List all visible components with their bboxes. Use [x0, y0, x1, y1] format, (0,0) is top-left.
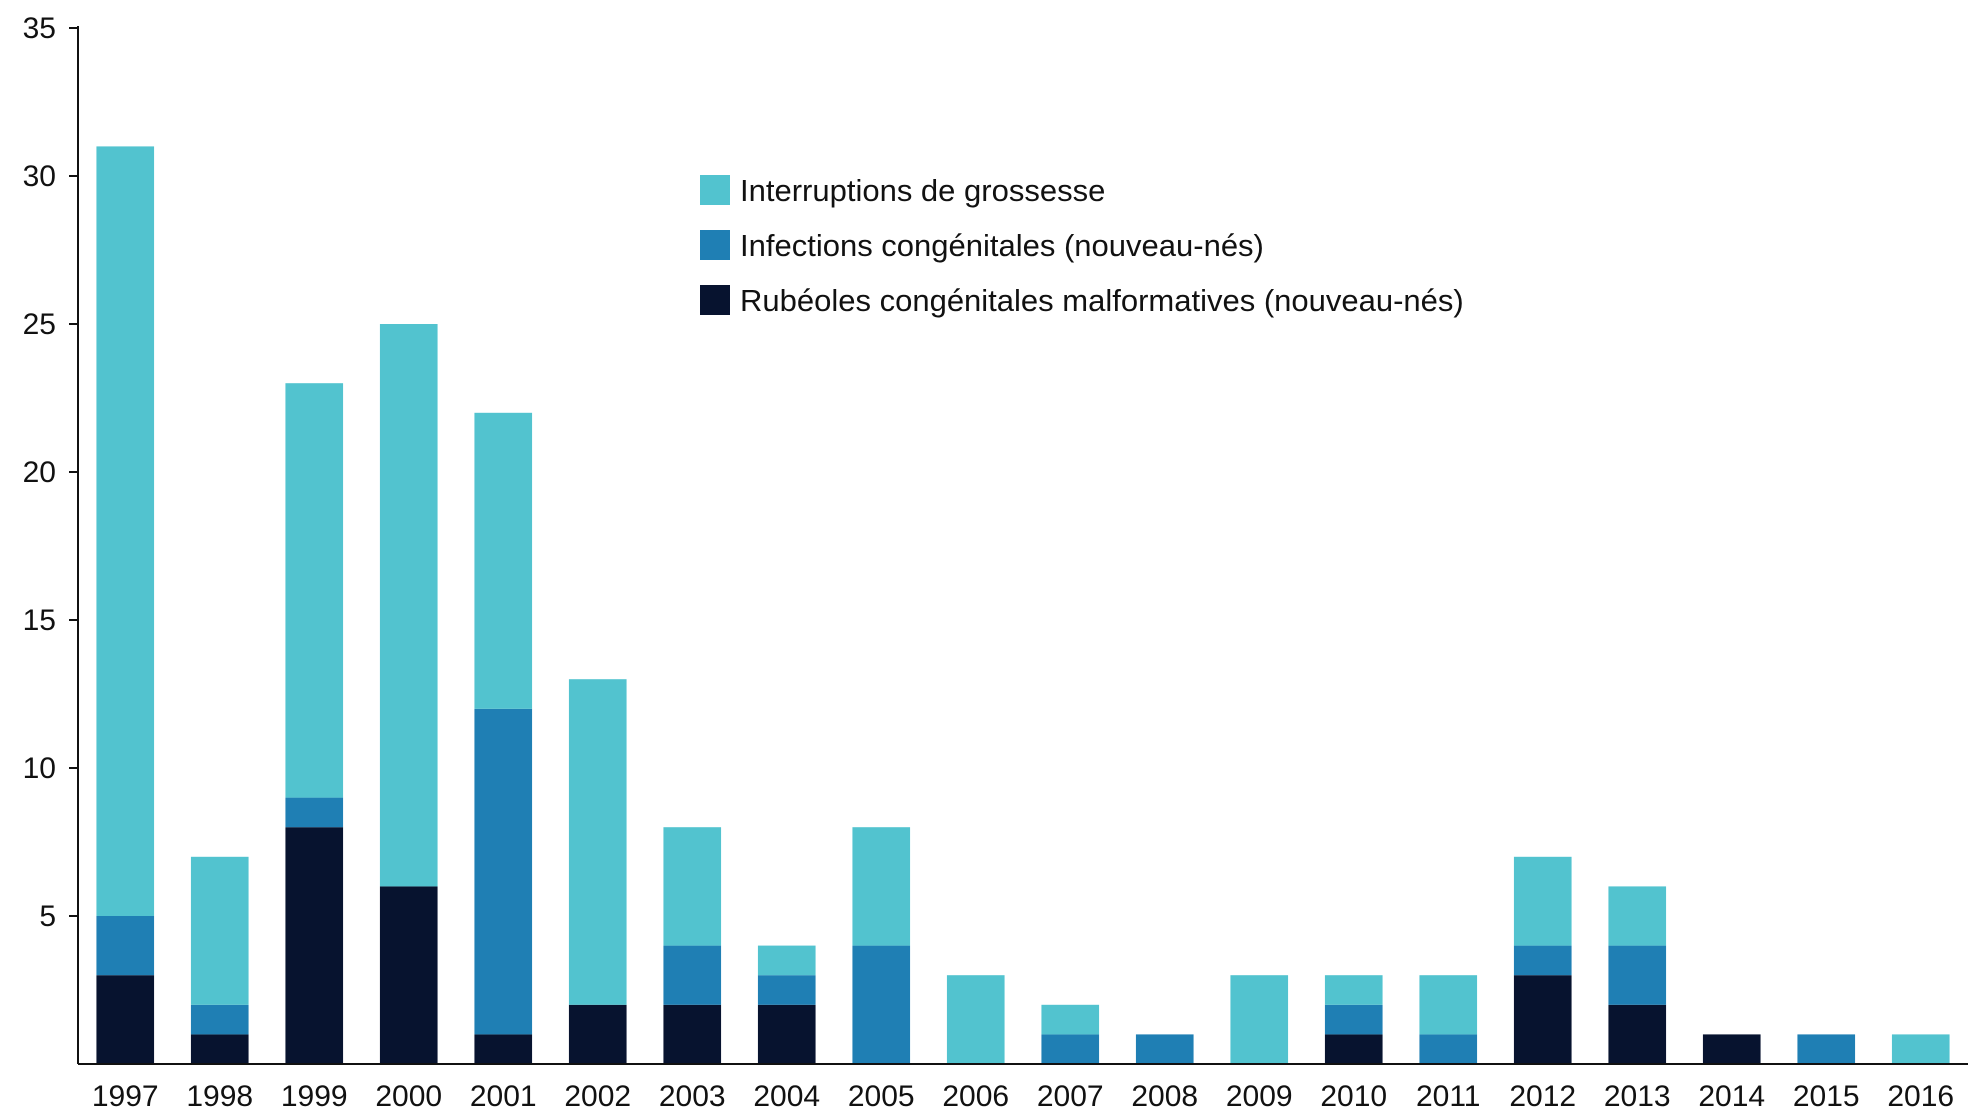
x-tick-label: 1997	[92, 1080, 159, 1113]
legend: Interruptions de grossesse Infections con…	[700, 173, 1464, 318]
bar-1999-series-2	[285, 383, 344, 798]
bar-2001-series-2	[474, 412, 533, 709]
x-tick-label: 2002	[564, 1080, 631, 1113]
x-tick-label: 1998	[186, 1080, 253, 1113]
bar-2002-series-0	[568, 1004, 627, 1064]
bar-2013-series-0	[1608, 1004, 1667, 1064]
legend-label: Rubéoles congénitales malformatives (nou…	[740, 283, 1464, 318]
x-tick-label: 2001	[470, 1080, 537, 1113]
bar-2013-series-2	[1608, 886, 1667, 946]
y-tick-label: 30	[23, 160, 56, 193]
bar-2003-series-0	[663, 1004, 722, 1064]
bar-2004-series-1	[757, 975, 816, 1005]
y-tick-label: 15	[23, 604, 56, 637]
legend-label: Interruptions de grossesse	[740, 173, 1105, 208]
bar-2010-series-1	[1324, 1004, 1383, 1035]
y-tick-label: 5	[39, 900, 56, 933]
bar-2000-series-2	[379, 324, 438, 887]
bar-2014-series-0	[1702, 1034, 1761, 1064]
bar-2012-series-0	[1513, 975, 1572, 1064]
bar-2010-series-2	[1324, 975, 1383, 1005]
legend-label: Infections congénitales (nouveau-nés)	[740, 228, 1264, 263]
bar-1998-series-2	[190, 856, 249, 1005]
bar-2009-series-2	[1230, 975, 1289, 1064]
legend-swatch	[700, 230, 730, 260]
bar-2015-series-1	[1797, 1034, 1856, 1064]
legend-swatch	[700, 175, 730, 205]
x-tick-label: 1999	[281, 1080, 348, 1113]
bar-1997-series-2	[96, 146, 155, 916]
x-tick-label: 2014	[1698, 1080, 1765, 1113]
y-tick-label: 20	[23, 456, 56, 489]
x-tick-label: 2004	[753, 1080, 820, 1113]
bar-2001-series-0	[474, 1034, 533, 1064]
legend-swatch	[700, 285, 730, 315]
bar-1997-series-1	[96, 916, 155, 976]
bar-2016-series-2	[1891, 1034, 1950, 1064]
x-axis: 1997 1998 1999 2000 2001 2002 2003 2004 2005 2006…	[78, 1063, 1968, 1113]
y-axis: 5 10 15 20 25 30 35	[23, 12, 79, 1064]
bar-2004-series-2	[757, 945, 816, 976]
bar-2003-series-2	[663, 827, 722, 946]
bars-layer	[96, 146, 1950, 1064]
bar-1998-series-0	[190, 1034, 249, 1064]
x-tick-label: 2008	[1131, 1080, 1198, 1113]
bar-2011-series-2	[1419, 975, 1478, 1035]
y-tick-label: 35	[23, 12, 56, 45]
x-tick-label: 2016	[1887, 1080, 1954, 1113]
x-tick-label: 2012	[1509, 1080, 1576, 1113]
x-tick-label: 2006	[942, 1080, 1009, 1113]
bar-2002-series-2	[568, 679, 627, 1005]
x-tick-label: 2003	[659, 1080, 726, 1113]
x-tick-label: 2015	[1793, 1080, 1860, 1113]
bar-2011-series-1	[1419, 1034, 1478, 1064]
bar-2013-series-1	[1608, 945, 1667, 1005]
x-tick-label: 2009	[1226, 1080, 1293, 1113]
bar-1999-series-1	[285, 797, 344, 828]
bar-1997-series-0	[96, 975, 155, 1064]
bar-2008-series-1	[1135, 1034, 1194, 1064]
x-tick-label: 2005	[848, 1080, 915, 1113]
bar-2004-series-0	[757, 1004, 816, 1064]
bar-2007-series-2	[1041, 1004, 1100, 1035]
bar-2000-series-0	[379, 886, 438, 1064]
y-tick-label: 10	[23, 752, 56, 785]
x-tick-label: 2011	[1416, 1080, 1481, 1113]
x-tick-label: 2010	[1320, 1080, 1387, 1113]
bar-2001-series-1	[474, 708, 533, 1035]
bar-2007-series-1	[1041, 1034, 1100, 1064]
y-tick-label: 25	[23, 308, 56, 341]
x-tick-label: 2000	[375, 1080, 442, 1113]
bar-2010-series-0	[1324, 1034, 1383, 1064]
bar-2003-series-1	[663, 945, 722, 1005]
x-tick-label: 2007	[1037, 1080, 1104, 1113]
bar-2012-series-2	[1513, 856, 1572, 946]
bar-2005-series-1	[852, 945, 911, 1064]
bar-1999-series-0	[285, 827, 344, 1064]
bar-1998-series-1	[190, 1004, 249, 1035]
bar-2012-series-1	[1513, 945, 1572, 976]
bar-2006-series-2	[946, 975, 1005, 1064]
x-tick-label: 2013	[1604, 1080, 1671, 1113]
bar-2005-series-2	[852, 827, 911, 946]
